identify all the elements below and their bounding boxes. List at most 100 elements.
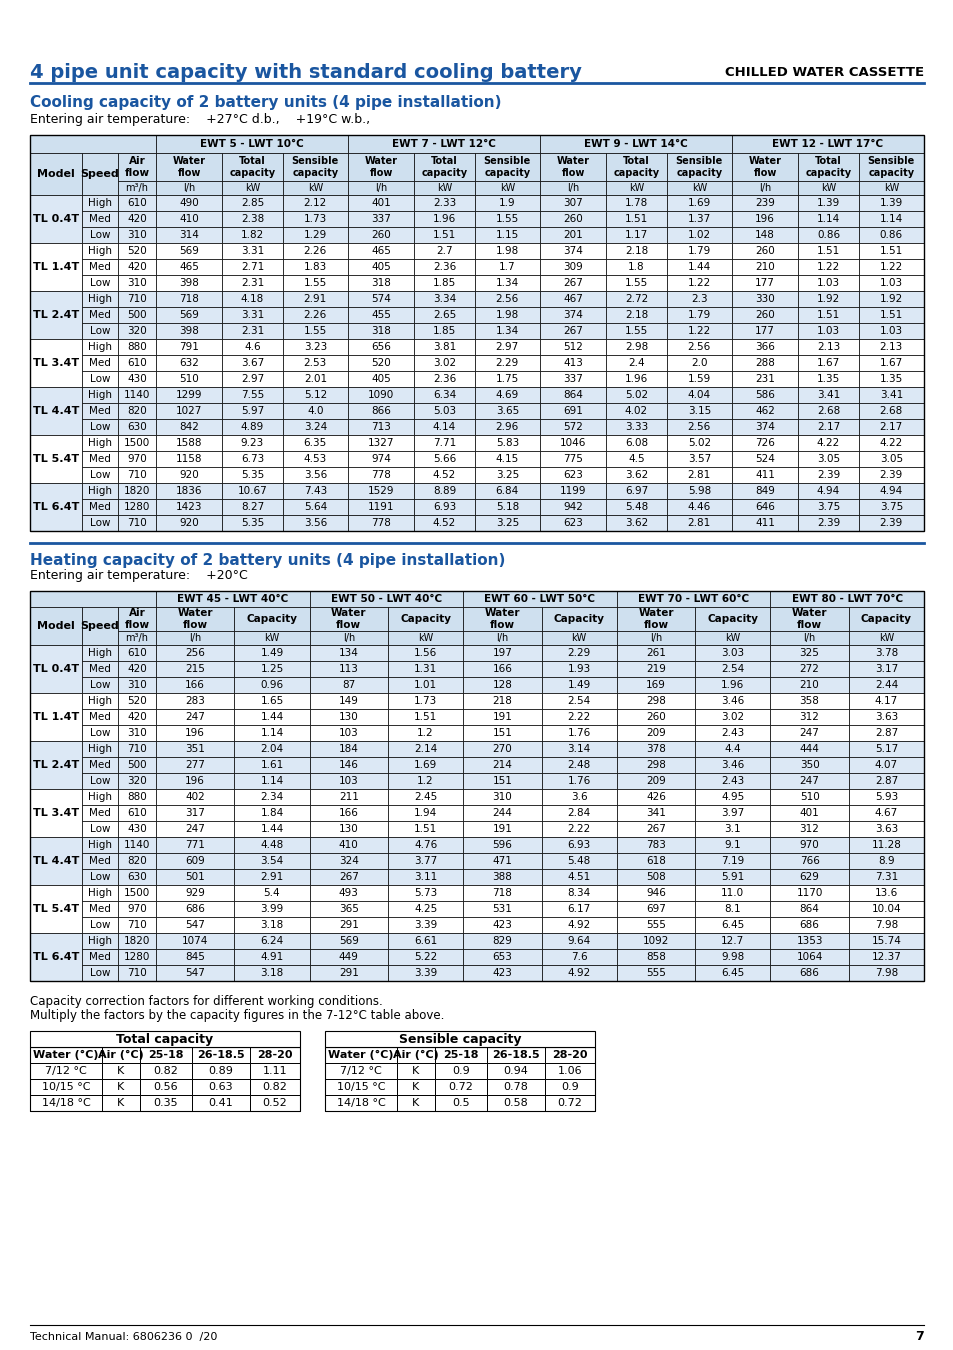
Text: 0.58: 0.58 (503, 1098, 528, 1108)
Text: EWT 50 - LWT 40°C: EWT 50 - LWT 40°C (331, 594, 441, 603)
Bar (414, 306, 475, 323)
Text: 449: 449 (338, 952, 358, 963)
Text: 210: 210 (755, 262, 774, 271)
Text: 942: 942 (562, 502, 582, 512)
Text: 1.98: 1.98 (496, 310, 518, 320)
Text: 1.79: 1.79 (687, 246, 710, 256)
Bar (102, 1062, 140, 1079)
Text: TL 2.4T: TL 2.4T (32, 310, 79, 320)
Text: 6.73: 6.73 (240, 454, 264, 464)
Bar (282, 387, 348, 404)
Text: 11.28: 11.28 (870, 840, 901, 850)
Bar (234, 900, 310, 917)
Text: 7.71: 7.71 (433, 437, 456, 448)
Text: 629: 629 (799, 872, 819, 882)
Bar (606, 467, 666, 483)
Bar (798, 323, 858, 339)
Text: 426: 426 (645, 792, 665, 802)
Bar (770, 805, 848, 821)
Bar (848, 645, 923, 662)
Bar (156, 886, 234, 900)
Text: Air (°C): Air (°C) (98, 1050, 144, 1060)
Bar (348, 387, 414, 404)
Text: High: High (88, 486, 112, 495)
Text: 2.45: 2.45 (414, 792, 436, 802)
Text: High: High (88, 437, 112, 448)
Text: 0.5: 0.5 (452, 1098, 469, 1108)
Bar (606, 451, 666, 467)
Text: 2.29: 2.29 (496, 358, 518, 369)
Text: 184: 184 (338, 744, 358, 755)
Text: 191: 191 (492, 711, 512, 722)
Bar (82, 514, 118, 531)
Bar (82, 693, 118, 709)
Text: 3.63: 3.63 (874, 824, 897, 834)
Bar (156, 757, 234, 774)
Text: 196: 196 (755, 215, 774, 224)
Text: 766: 766 (799, 856, 819, 865)
Bar (858, 227, 923, 243)
Text: 555: 555 (645, 968, 665, 977)
Text: Med: Med (89, 310, 111, 320)
Bar (798, 418, 858, 435)
Bar (695, 965, 770, 981)
Text: 134: 134 (338, 648, 358, 657)
Bar (731, 275, 798, 292)
Bar (539, 306, 606, 323)
Text: 28-20: 28-20 (257, 1050, 293, 1060)
Bar (541, 608, 617, 630)
Text: 609: 609 (185, 856, 205, 865)
Text: Water (°C): Water (°C) (328, 1050, 394, 1060)
Text: High: High (88, 342, 112, 352)
Bar (617, 821, 695, 837)
Bar (414, 418, 475, 435)
Bar (388, 645, 463, 662)
Bar (118, 259, 156, 275)
Text: 5.93: 5.93 (874, 792, 897, 802)
Text: 3.14: 3.14 (567, 744, 590, 755)
Text: TL 6.4T: TL 6.4T (32, 952, 79, 963)
Bar (666, 418, 731, 435)
Bar (156, 709, 234, 725)
Bar (666, 500, 731, 514)
Text: 623: 623 (562, 470, 582, 481)
Bar (30, 339, 82, 387)
Bar (30, 292, 82, 339)
Bar (348, 243, 414, 259)
Text: 572: 572 (562, 423, 582, 432)
Text: Water
flow: Water flow (638, 609, 673, 630)
Text: 2.36: 2.36 (433, 262, 456, 271)
Bar (475, 418, 539, 435)
Bar (858, 500, 923, 514)
Text: 5.35: 5.35 (240, 470, 264, 481)
Bar (310, 949, 388, 965)
Text: 1.25: 1.25 (260, 664, 283, 674)
Text: 2.98: 2.98 (624, 342, 647, 352)
Bar (234, 821, 310, 837)
Text: High: High (88, 246, 112, 256)
Text: TL 5.4T: TL 5.4T (33, 904, 79, 914)
Text: 465: 465 (371, 246, 391, 256)
Text: 462: 462 (755, 406, 774, 416)
Bar (156, 227, 222, 243)
Bar (156, 404, 222, 418)
Text: TL 4.4T: TL 4.4T (32, 406, 79, 416)
Text: 374: 374 (755, 423, 774, 432)
Bar (848, 788, 923, 805)
Bar (695, 630, 770, 645)
Bar (282, 243, 348, 259)
Text: 260: 260 (562, 215, 582, 224)
Bar (798, 243, 858, 259)
Bar (414, 514, 475, 531)
Bar (606, 259, 666, 275)
Text: 5.48: 5.48 (567, 856, 590, 865)
Bar (310, 837, 388, 853)
Bar (798, 153, 858, 181)
Text: 3.65: 3.65 (496, 406, 518, 416)
Text: 1.92: 1.92 (879, 294, 902, 304)
Bar (282, 435, 348, 451)
Text: Med: Med (89, 856, 111, 865)
Text: 6.84: 6.84 (496, 486, 518, 495)
Bar (617, 917, 695, 933)
Bar (666, 323, 731, 339)
